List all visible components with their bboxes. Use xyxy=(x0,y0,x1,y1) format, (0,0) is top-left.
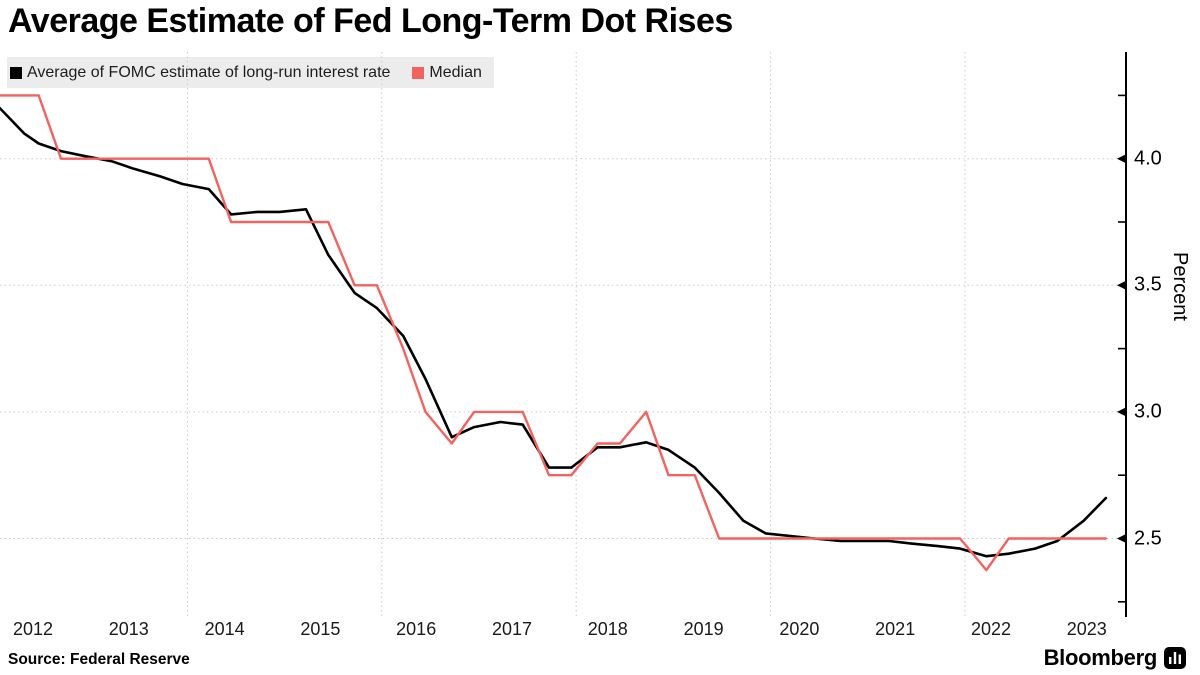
y-tick-label: 2.5 xyxy=(1134,527,1162,549)
chart-legend: Average of FOMC estimate of long-run int… xyxy=(7,57,494,88)
legend-item-average: Average of FOMC estimate of long-run int… xyxy=(10,64,390,82)
average-line xyxy=(0,106,1108,558)
x-tick-label: 2013 xyxy=(108,619,149,639)
y-axis-title: Percent xyxy=(1169,252,1191,321)
y-axis-tick-arrow-icon xyxy=(1117,154,1126,164)
y-axis-tick-arrow-icon xyxy=(1117,280,1126,290)
y-tick-label: 3.0 xyxy=(1134,400,1162,423)
x-tick-label: 2014 xyxy=(204,619,245,639)
bloomberg-wordmark: Bloomberg xyxy=(1043,645,1158,670)
x-tick-label: 2019 xyxy=(683,619,724,639)
chart-title: Average Estimate of Fed Long-Term Dot Ri… xyxy=(8,2,733,40)
bloomberg-logo: Bloomberg xyxy=(1044,645,1186,671)
x-tick-label: 2023 xyxy=(1066,619,1107,639)
x-tick-label: 2018 xyxy=(587,619,628,639)
legend-label-median: Median xyxy=(429,63,482,81)
legend-label-average: Average of FOMC estimate of long-run int… xyxy=(27,63,391,81)
x-tick-label: 2015 xyxy=(300,619,341,639)
x-tick-label: 2022 xyxy=(970,619,1012,639)
x-tick-label: 2017 xyxy=(491,619,533,639)
average-series-swatch-icon xyxy=(10,66,22,79)
x-tick-label: 2012 xyxy=(12,619,54,639)
legend-item-median: Median xyxy=(412,63,482,82)
median-series-swatch-icon xyxy=(412,66,425,79)
y-axis-tick-arrow-icon xyxy=(1117,534,1126,543)
y-tick-label: 4.0 xyxy=(1134,147,1162,170)
y-axis-tick-arrow-icon xyxy=(1117,407,1126,417)
y-tick-label: 3.5 xyxy=(1134,273,1162,296)
x-tick-label: 2020 xyxy=(779,619,820,639)
x-tick-label: 2016 xyxy=(396,619,437,639)
bloomberg-barchart-icon xyxy=(1164,647,1186,669)
source-note: Source: Federal Reserve xyxy=(8,651,190,668)
median-line xyxy=(0,94,1108,572)
x-tick-label: 2021 xyxy=(875,619,916,639)
